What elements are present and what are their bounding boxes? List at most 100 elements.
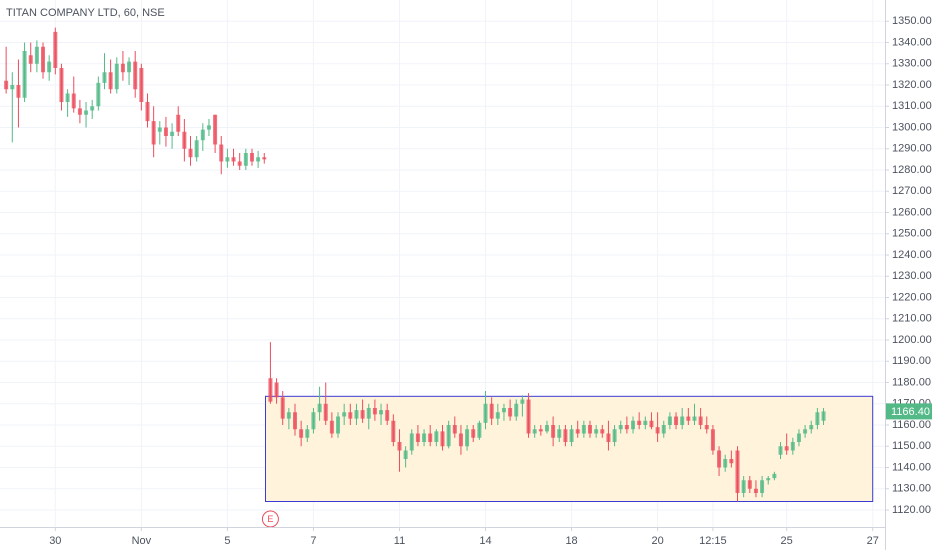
candle-body: [686, 416, 691, 421]
x-tick-label: 14: [479, 535, 491, 547]
candle-body: [772, 473, 777, 479]
candle-body: [188, 148, 193, 158]
candle-body: [538, 429, 543, 432]
candle-body: [34, 46, 39, 64]
candle-body: [631, 420, 636, 430]
candle-body: [606, 433, 611, 442]
candle-body: [440, 431, 445, 447]
candle-body: [563, 429, 568, 442]
candle-body: [299, 429, 304, 438]
candle-body: [280, 397, 285, 419]
candle-body: [452, 425, 457, 434]
last-price-label: 1166.40: [891, 406, 930, 418]
x-tick-label: 27: [867, 535, 879, 547]
candle-body: [22, 51, 27, 98]
candle-body: [366, 408, 371, 419]
candle-body: [268, 378, 273, 402]
candle-body: [489, 403, 494, 419]
candle-body: [274, 382, 279, 398]
candle-body: [84, 110, 89, 115]
x-tick-label: 12:15: [699, 535, 727, 547]
candle-body: [501, 408, 506, 413]
candle-body: [65, 93, 70, 102]
candle-body: [262, 157, 267, 160]
candle-body: [213, 114, 218, 145]
candle-body: [674, 416, 679, 425]
x-tick-label: 30: [49, 535, 61, 547]
x-tick-label: 20: [651, 535, 663, 547]
candle-body: [286, 412, 291, 419]
candle-body: [249, 153, 254, 162]
candle-body: [508, 408, 513, 417]
candle-body: [354, 410, 359, 419]
candle-body: [336, 416, 341, 434]
candle-body: [360, 410, 365, 419]
candle-body: [717, 450, 722, 468]
candle-body: [514, 403, 519, 417]
y-tick-label: 1140.00: [892, 461, 931, 473]
candle-body: [796, 433, 801, 442]
candle-body: [71, 93, 76, 109]
candle-body: [766, 478, 771, 481]
candle-body: [698, 416, 703, 425]
candle-body: [747, 480, 752, 489]
y-tick-label: 1130.00: [892, 483, 931, 495]
candle-body: [741, 480, 746, 493]
candle-body: [637, 420, 642, 425]
x-tick-label: 5: [224, 535, 230, 547]
candle-body: [10, 85, 15, 90]
candle-body: [385, 410, 390, 421]
candle-body: [114, 63, 119, 90]
y-tick-label: 1150.00: [892, 440, 931, 452]
candle-body: [569, 429, 574, 442]
x-tick-label: 11: [394, 535, 405, 547]
range-box: [265, 395, 874, 502]
candle-body: [237, 161, 242, 166]
candle-body: [225, 157, 230, 162]
candle-body: [127, 61, 132, 73]
candle-body: [729, 459, 734, 464]
y-tick-label: 1180.00: [892, 376, 931, 388]
candle-body: [59, 68, 64, 102]
candle-body: [434, 431, 439, 442]
y-tick-label: 1120.00: [892, 504, 931, 516]
x-tick-label: 7: [310, 535, 316, 547]
candle-body: [219, 144, 224, 162]
candle-body: [618, 425, 623, 430]
candle-body: [446, 425, 451, 447]
candle-body: [170, 131, 175, 136]
candle-body: [194, 140, 199, 158]
candle-body: [809, 425, 814, 430]
candle-body: [594, 429, 599, 434]
y-tick-label: 1200.00: [892, 334, 932, 346]
candle-body: [551, 425, 556, 438]
candle-body: [735, 450, 740, 493]
y-tick-label: 1290.00: [892, 143, 932, 155]
candle-body: [151, 121, 156, 145]
candle-body: [311, 412, 316, 430]
x-tick-label: 25: [781, 535, 793, 547]
candle-body: [821, 411, 826, 421]
y-tick-label: 1240.00: [892, 249, 932, 261]
candle-body: [182, 131, 187, 149]
y-tick-label: 1330.00: [892, 58, 932, 70]
candle-body: [256, 157, 261, 162]
y-tick-label: 1350.00: [892, 15, 932, 27]
candle-body: [102, 72, 107, 83]
candle-body: [231, 157, 236, 162]
candle-body: [581, 425, 586, 434]
candle-body: [403, 450, 408, 459]
candle-body: [465, 429, 470, 447]
candle-body: [391, 420, 396, 442]
candle-body: [471, 429, 476, 438]
candle-body: [557, 429, 562, 438]
candle-body: [342, 412, 347, 417]
candle-body: [243, 153, 248, 166]
candle-body: [526, 399, 531, 434]
candle-body: [139, 68, 144, 102]
candle-body: [649, 420, 654, 428]
candle-body: [532, 429, 537, 434]
candle-body: [329, 420, 334, 434]
y-tick-label: 1260.00: [892, 206, 932, 218]
y-tick-label: 1300.00: [892, 121, 932, 133]
